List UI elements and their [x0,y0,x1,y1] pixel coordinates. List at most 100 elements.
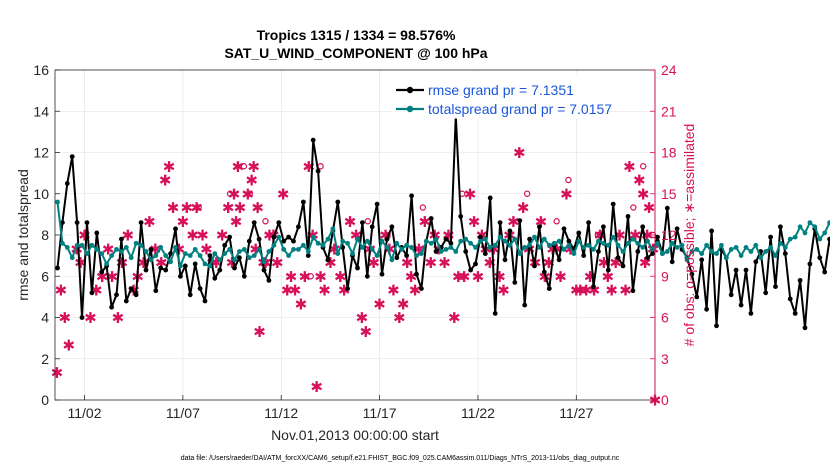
spread-point [616,243,621,248]
obs-assimilated-marker: ✱ [517,200,530,217]
spread-point [424,239,429,244]
spread-point [281,247,286,252]
rmse-point [793,311,798,316]
obs-assimilated-marker: ✱ [251,200,264,217]
obs-assimilated-marker: ✱ [605,283,618,300]
spread-point [567,243,572,248]
spread-point [385,245,390,250]
spread-point [439,249,444,254]
spread-point [626,241,631,246]
rmse-point [606,268,611,273]
rmse-point [808,262,813,267]
spread-point [262,259,267,264]
rmse-point [537,224,542,229]
rmse-point [488,196,493,201]
spread-point [178,264,183,269]
rmse-point [753,259,758,264]
spread-point [596,239,601,244]
rmse-point [419,286,424,291]
y-tick-label-right: 15 [661,186,677,202]
spread-point [542,237,547,242]
rmse-point [178,274,183,279]
spread-point [803,231,808,236]
spread-point [537,245,542,250]
spread-point [655,241,660,246]
spread-point [734,245,739,250]
rmse-point [586,220,591,225]
spread-point [242,247,247,252]
rmse-point [517,218,522,223]
spread-point [404,243,409,248]
rmse-point [822,270,827,275]
rmse-point [198,286,203,291]
spread-point [94,247,99,252]
spread-point [729,247,734,252]
spread-point [60,241,65,246]
spread-point [665,249,670,254]
rmse-point [385,237,390,242]
obs-assimilated-marker: ✱ [59,310,72,327]
rmse-point [188,292,193,297]
rmse-point [242,274,247,279]
x-tick-label: 11/02 [68,405,102,421]
rmse-point [360,220,365,225]
rmse-point [252,220,257,225]
spread-point [714,251,719,256]
spread-point [375,253,380,258]
rmse-point [129,286,134,291]
spread-point [483,237,488,242]
spread-point [222,251,227,256]
spread-point [326,237,331,242]
spread-point [458,239,463,244]
rmse-point [55,266,60,271]
obs-assimilated-marker: ✱ [373,296,386,313]
legend-rmse-marker [407,87,413,93]
spread-point [660,251,665,256]
rmse-point [512,280,517,285]
spread-point [55,200,60,205]
spread-point [316,241,321,246]
spread-point [252,253,257,258]
legend: rmse grand pr = 7.1351 totalspread grand… [392,74,612,118]
spread-point [512,237,517,242]
spread-point [773,253,778,258]
obs-assimilated-marker: ✱ [318,283,331,300]
rmse-point [581,253,586,258]
chart-title-line2: SAT_U_WIND_COMPONENT @ 100 hPa [224,45,487,61]
obs-assimilated-marker: ✱ [277,186,290,203]
spread-point [532,235,537,240]
spread-point [153,253,158,258]
y-tick-label-right: 12 [661,227,677,243]
spread-point [350,251,355,256]
rmse-point [114,292,119,297]
obs-assimilated-marker: ✱ [232,159,245,176]
obs-assimilated-marker: ✱ [497,283,510,300]
spread-point [444,247,449,252]
spread-point [753,243,758,248]
y-tick-label-left: 8 [41,227,49,243]
spread-point [419,251,424,256]
rmse-point [429,216,434,221]
rmse-point [139,220,144,225]
spread-point [675,245,680,250]
rmse-point [714,323,719,328]
x-axis-label: Nov.01,2013 00:00:00 start [271,427,439,443]
obs-assimilated-marker: ✱ [51,365,64,382]
spread-point [493,243,498,248]
rmse-point [591,284,596,289]
spread-point [267,249,272,254]
spread-point [65,245,70,250]
rmse-point [217,268,222,273]
rmse-point [576,231,581,236]
spread-point [291,247,296,252]
spread-point [547,243,552,248]
y-tick-label-right: 18 [661,145,677,161]
spread-point [709,249,714,254]
spread-point [724,255,729,260]
rmse-point [272,235,277,240]
rmse-point [94,231,99,236]
rmse-point [798,278,803,283]
spread-point [85,251,90,256]
rmse-point [173,226,178,231]
